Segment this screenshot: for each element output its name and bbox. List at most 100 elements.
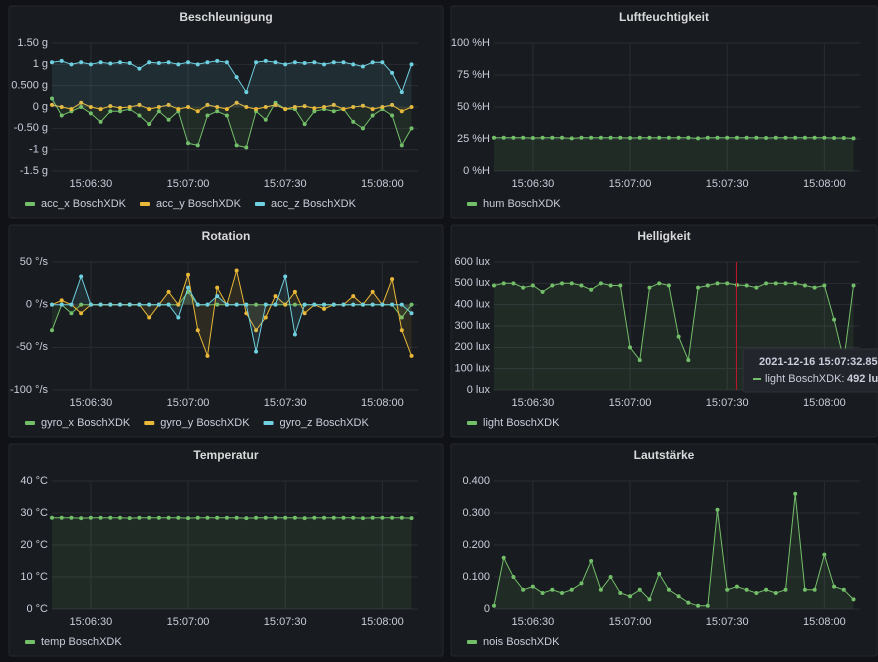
point	[205, 113, 210, 118]
point	[273, 302, 278, 307]
point	[156, 109, 161, 114]
point	[657, 135, 662, 140]
point	[215, 302, 220, 307]
point	[254, 515, 259, 520]
point	[540, 289, 545, 294]
point	[399, 109, 404, 114]
point	[409, 302, 414, 307]
point	[341, 60, 346, 65]
point	[195, 515, 200, 520]
point	[676, 334, 681, 339]
legend-label: gyro_z BoschXDK	[280, 417, 370, 429]
point	[637, 135, 642, 140]
point	[302, 61, 307, 66]
point	[579, 283, 584, 288]
point	[370, 113, 375, 118]
point	[292, 60, 297, 65]
point	[540, 135, 545, 140]
point	[166, 60, 171, 65]
y-tick-label: 50 °/s	[20, 256, 49, 268]
area	[52, 60, 412, 107]
point	[351, 294, 356, 299]
point	[647, 597, 652, 602]
point	[841, 587, 846, 592]
point	[108, 109, 113, 114]
point	[195, 62, 200, 67]
point	[647, 285, 652, 290]
point	[380, 515, 385, 520]
point	[360, 302, 365, 307]
point	[283, 107, 288, 112]
point	[147, 107, 152, 112]
point	[244, 145, 249, 150]
point	[773, 281, 778, 286]
point	[69, 515, 74, 520]
x-tick-label: 15:07:30	[706, 397, 749, 409]
point	[118, 109, 123, 114]
point	[312, 109, 317, 114]
point	[501, 281, 506, 286]
point	[715, 281, 720, 286]
point	[292, 289, 297, 294]
plot: 1.50 g 1 g 0.500 g 0 g -0.50 g -1 g -1.5 g 15:0…	[11, 37, 418, 190]
point	[322, 515, 327, 520]
point	[802, 283, 807, 288]
point	[254, 302, 259, 307]
point	[725, 135, 730, 140]
point	[351, 105, 356, 109]
point	[292, 105, 297, 109]
point	[292, 332, 297, 337]
point	[302, 516, 307, 521]
point	[399, 143, 404, 148]
point	[783, 135, 788, 140]
point	[409, 62, 414, 67]
legend-icon	[25, 202, 35, 206]
legend-icon	[254, 202, 265, 206]
point	[608, 575, 613, 579]
point	[69, 107, 74, 112]
point	[511, 575, 516, 579]
point	[705, 603, 710, 608]
point	[598, 135, 603, 140]
legend-label: light BoschXDK	[483, 417, 560, 429]
point	[186, 60, 191, 65]
x-tick-label: 15:07:30	[264, 178, 307, 190]
point	[399, 90, 404, 95]
point	[195, 328, 200, 333]
point	[399, 328, 404, 333]
point	[88, 515, 93, 520]
point	[569, 281, 574, 286]
point	[186, 141, 191, 146]
legend-icon	[467, 421, 477, 425]
point	[302, 311, 307, 316]
point	[176, 315, 181, 320]
point	[851, 136, 856, 141]
point	[186, 105, 191, 109]
point	[79, 274, 84, 279]
x-tick-label: 15:07:30	[264, 616, 307, 628]
legend-label: acc_z BoschXDK	[271, 198, 357, 210]
panel-title: Lautstärke	[634, 448, 695, 462]
point	[118, 60, 123, 65]
x-tick-label: 15:07:00	[167, 178, 210, 190]
point	[390, 515, 395, 520]
point	[322, 302, 327, 307]
point	[59, 302, 64, 307]
point	[380, 302, 385, 307]
point	[764, 587, 769, 592]
point	[370, 289, 375, 294]
x-tick-label: 15:06:30	[511, 616, 554, 628]
point	[725, 587, 730, 592]
legend-icon	[25, 640, 35, 644]
tooltip-value: 492 lux	[847, 373, 878, 385]
area	[494, 137, 854, 171]
point	[715, 135, 720, 140]
point	[492, 135, 496, 140]
panel-title: Rotation	[202, 229, 251, 243]
x-tick-label: 15:06:30	[69, 616, 112, 628]
y-tick-label: 0.100	[462, 571, 490, 583]
legend-icon	[467, 202, 477, 206]
point	[409, 311, 414, 316]
point	[118, 302, 123, 307]
